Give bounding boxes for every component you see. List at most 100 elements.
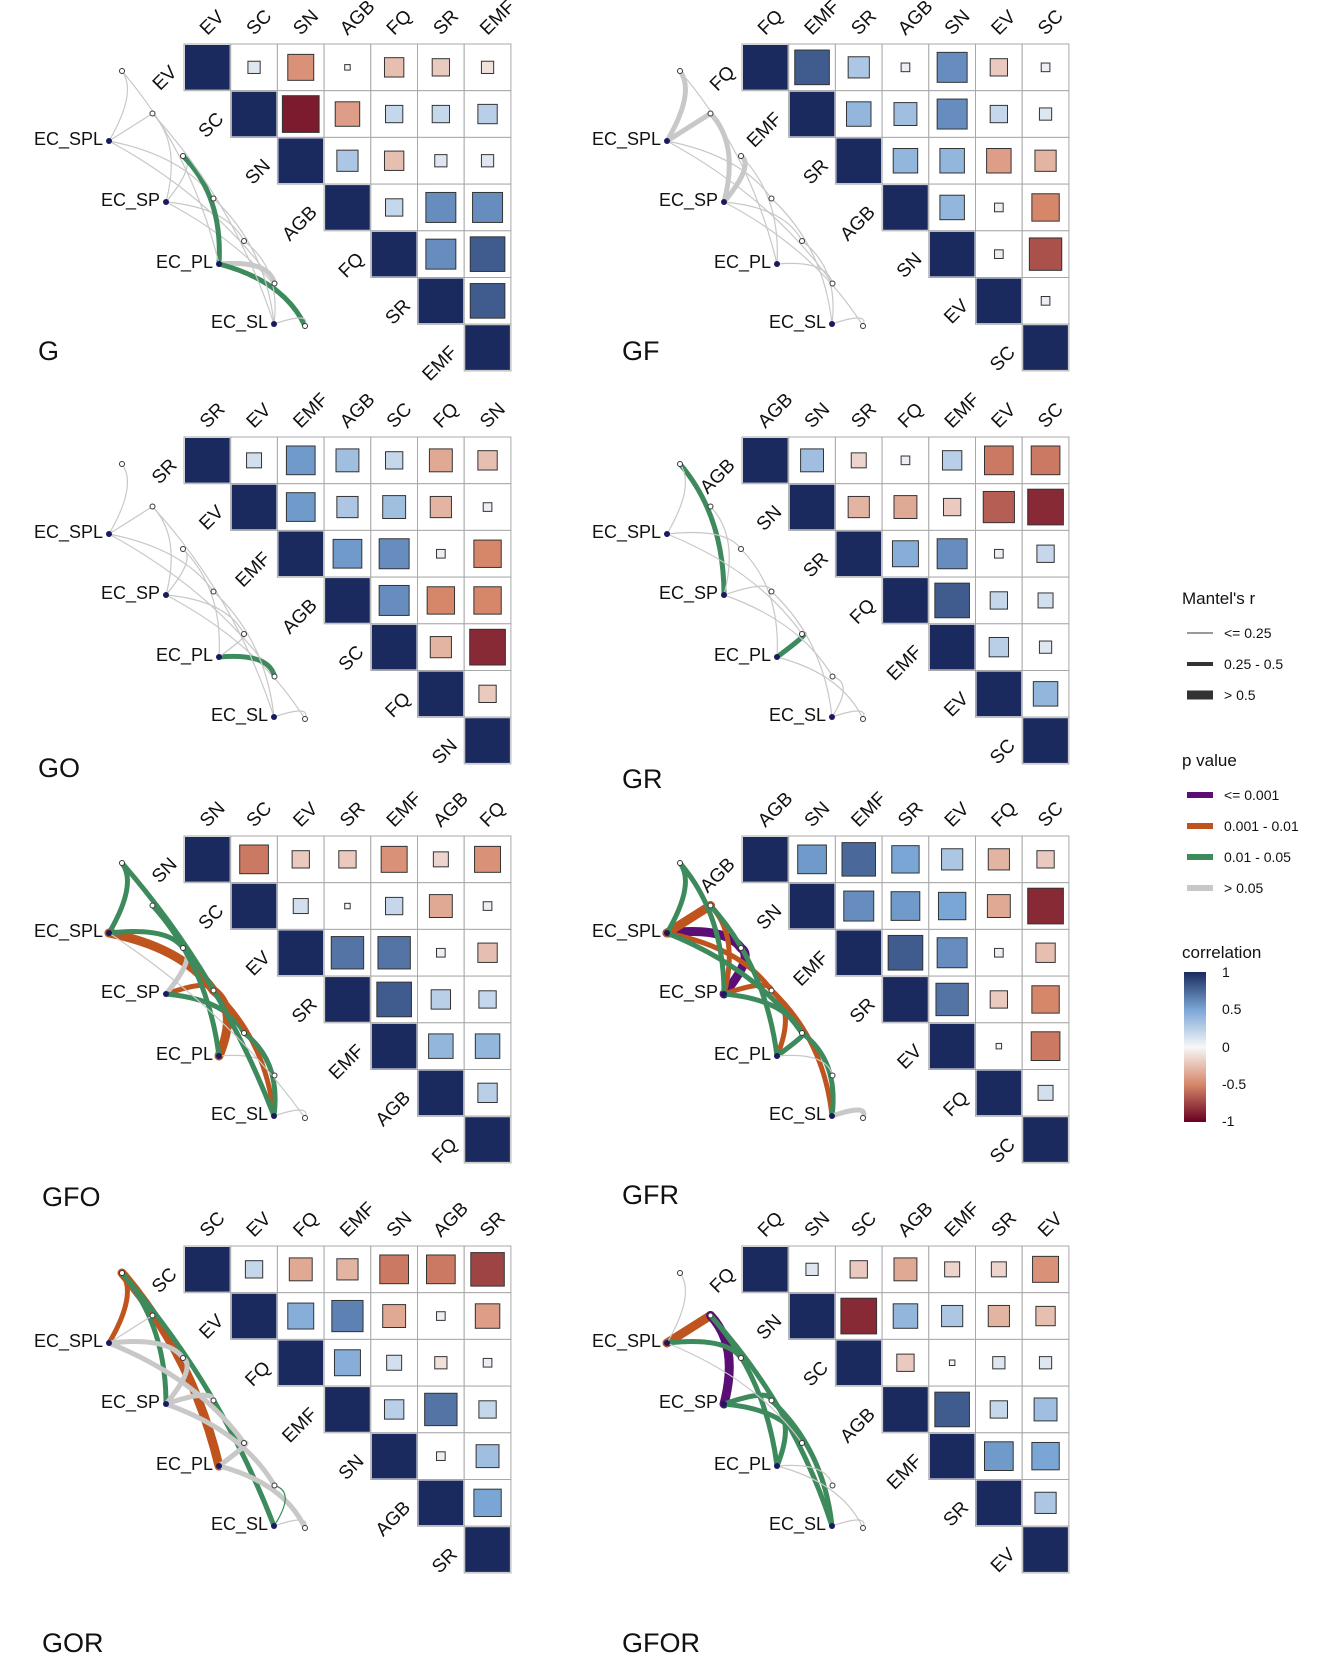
corr-square [239,844,269,875]
corr-square [941,848,964,871]
corr-square [434,154,448,168]
col-label: AGB [754,389,797,432]
col-label: AGB [336,0,379,40]
mantel-link [770,197,833,325]
corr-square [472,191,504,223]
target-point [860,1115,866,1121]
row-label: SC [986,342,1020,376]
diag-square [278,138,324,184]
col-label: EV [941,799,974,832]
corr-square [995,1042,1003,1050]
corr-square [384,198,404,217]
row-label: SN [428,735,462,769]
corr-square [331,1299,364,1333]
corr-square [383,150,405,171]
corr-square [847,495,870,519]
node-label: EC_PL [714,645,771,666]
corr-square [246,452,263,469]
corr-square [989,104,1009,124]
corr-square [330,936,365,970]
row-label: EMF [232,548,275,591]
node-point [271,1113,277,1119]
row-label: SR [382,296,416,330]
mantel-link [163,1401,277,1488]
row-label: FQ [846,595,880,629]
col-label: FQ [754,6,788,40]
corr-square [378,538,410,570]
target-point [180,1355,186,1361]
target-point [768,588,775,595]
target-point [738,1355,744,1361]
corr-square [469,628,506,666]
corr-square [936,51,968,83]
corr-square [482,1357,493,1368]
row-label: FQ [241,1357,275,1391]
corr-square [285,445,316,476]
target-point [799,631,805,637]
row-label: SR [428,1544,462,1578]
mantel-link [119,1270,277,1529]
p-legend-title: p value [1182,751,1237,770]
node-label: EC_SPL [34,129,103,150]
panel-go: SR EV EMF AGB SC FQ SNSREVEMFAGBSCFQSNEC_SPLEC… [34,389,512,783]
col-label: FQ [894,399,928,433]
target-point [768,1397,775,1404]
corr-square [1030,1031,1061,1062]
diag-square [231,883,277,929]
corr-square [1027,887,1064,925]
node-label: EC_SP [659,982,718,1003]
node-label: EC_SPL [34,921,103,942]
col-label: EV [243,400,276,433]
col-label: SR [988,1208,1022,1242]
corr-tick-3: 0 [1222,1039,1230,1055]
target-point [829,1482,836,1489]
row-label: SC [335,642,369,676]
mantel-link [679,70,778,265]
node-point [829,1523,835,1529]
col-label: EMF [847,788,890,831]
corr-square [934,1391,970,1428]
target-point [180,546,186,552]
node-point [721,199,727,205]
corr-square [383,57,405,78]
col-label: EMF [801,0,844,40]
mantel-link [108,112,154,142]
corr-square [849,1260,868,1279]
correlation-colorbar [1184,972,1206,1122]
target-point [707,503,714,510]
target-point [180,945,186,951]
col-label: EMF [941,1198,984,1241]
row-label: SN [753,901,787,935]
col-label: AGB [754,788,797,831]
target-point [677,461,683,467]
diag-square [976,1070,1022,1116]
diag-square [883,977,928,1022]
mantel-link [721,1401,805,1446]
row-label: SR [846,994,880,1028]
target-point [302,1525,308,1531]
col-label: SR [847,6,881,40]
corr-square [992,1356,1006,1370]
corr-square [379,1254,410,1285]
corr-square [994,202,1004,213]
corr-square [428,894,453,918]
corr-square [428,448,453,473]
node-point [163,1401,169,1407]
corr-square [987,848,1010,871]
corr-square [478,684,497,704]
corr-square [1027,488,1064,526]
mantel-link [108,505,154,535]
col-label: FQ [383,6,417,40]
p-item-1: <= 0.001 [1224,787,1279,803]
diag-square [1023,325,1068,370]
col-label: EV [1034,1209,1067,1242]
corr-square [281,95,320,133]
mantel-link [776,1054,834,1077]
corr-square [936,538,968,570]
mantel-link [121,70,220,265]
col-label: EMF [289,389,332,432]
corr-square [478,990,497,1009]
target-point [677,860,683,866]
col-label: SR [476,1208,510,1242]
corr-square [1038,1356,1053,1370]
